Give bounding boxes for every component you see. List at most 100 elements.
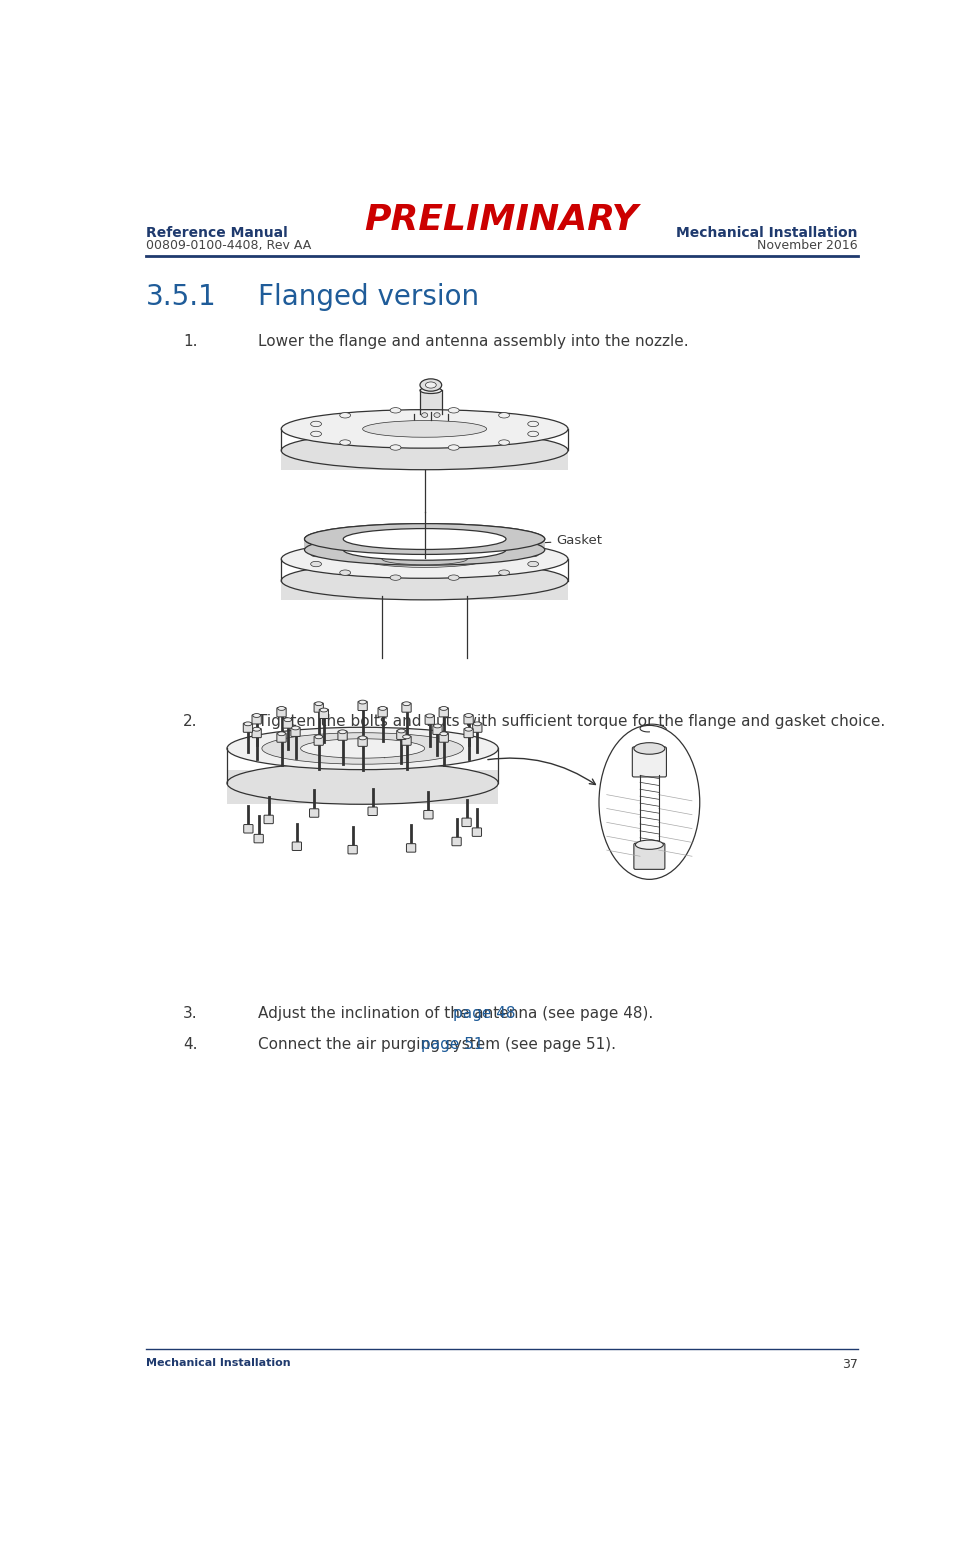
FancyBboxPatch shape	[358, 702, 367, 711]
FancyBboxPatch shape	[347, 845, 357, 854]
Ellipse shape	[340, 753, 384, 761]
Ellipse shape	[281, 410, 567, 449]
Ellipse shape	[310, 561, 321, 567]
Ellipse shape	[527, 551, 538, 558]
Text: Lower the flange and antenna assembly into the nozzle.: Lower the flange and antenna assembly in…	[258, 334, 688, 349]
FancyBboxPatch shape	[406, 843, 416, 853]
FancyBboxPatch shape	[283, 719, 292, 728]
Ellipse shape	[244, 722, 251, 725]
Ellipse shape	[389, 407, 401, 413]
Text: Tighten the bolts and nuts with sufficient torque for the flange and gasket choi: Tighten the bolts and nuts with sufficie…	[258, 714, 884, 728]
FancyBboxPatch shape	[462, 818, 470, 826]
Polygon shape	[281, 578, 567, 599]
Polygon shape	[281, 449, 567, 469]
FancyBboxPatch shape	[452, 837, 461, 846]
FancyBboxPatch shape	[243, 724, 252, 733]
FancyBboxPatch shape	[423, 811, 432, 818]
FancyBboxPatch shape	[438, 733, 448, 742]
Ellipse shape	[304, 534, 544, 565]
Ellipse shape	[362, 551, 486, 567]
Ellipse shape	[633, 742, 664, 755]
Text: November 2016: November 2016	[756, 239, 857, 252]
Ellipse shape	[291, 725, 299, 730]
Ellipse shape	[310, 551, 321, 558]
Ellipse shape	[498, 413, 509, 418]
FancyBboxPatch shape	[253, 834, 263, 843]
Ellipse shape	[498, 439, 509, 446]
Ellipse shape	[448, 444, 459, 450]
FancyBboxPatch shape	[432, 725, 442, 735]
Ellipse shape	[414, 410, 447, 418]
Ellipse shape	[425, 714, 433, 717]
Polygon shape	[340, 745, 384, 761]
Text: 3.5.1: 3.5.1	[146, 283, 216, 311]
Ellipse shape	[599, 725, 699, 879]
Ellipse shape	[635, 840, 663, 849]
FancyBboxPatch shape	[632, 747, 666, 776]
Ellipse shape	[310, 432, 321, 436]
Ellipse shape	[439, 707, 447, 710]
FancyBboxPatch shape	[368, 808, 377, 815]
FancyBboxPatch shape	[378, 708, 387, 717]
Ellipse shape	[281, 432, 567, 469]
Ellipse shape	[389, 575, 401, 581]
Ellipse shape	[339, 570, 350, 575]
Ellipse shape	[343, 528, 506, 550]
Ellipse shape	[420, 379, 441, 391]
Ellipse shape	[227, 727, 498, 770]
Text: PRELIMINARY: PRELIMINARY	[364, 203, 638, 238]
Ellipse shape	[300, 739, 424, 758]
Ellipse shape	[389, 537, 401, 544]
Polygon shape	[304, 539, 544, 550]
Ellipse shape	[315, 735, 323, 739]
Text: 37: 37	[841, 1359, 857, 1371]
FancyBboxPatch shape	[244, 825, 252, 832]
FancyBboxPatch shape	[424, 714, 434, 724]
Ellipse shape	[261, 733, 463, 764]
Text: Mechanical Installation: Mechanical Installation	[676, 227, 857, 241]
FancyBboxPatch shape	[291, 842, 301, 851]
Text: page 48: page 48	[453, 1006, 515, 1022]
Ellipse shape	[339, 413, 350, 418]
Ellipse shape	[465, 713, 472, 717]
FancyBboxPatch shape	[251, 728, 261, 738]
Ellipse shape	[433, 413, 440, 418]
Ellipse shape	[278, 731, 286, 736]
FancyBboxPatch shape	[472, 724, 481, 733]
FancyBboxPatch shape	[401, 736, 411, 745]
Ellipse shape	[358, 700, 366, 704]
Ellipse shape	[281, 540, 567, 578]
Polygon shape	[420, 393, 441, 416]
Ellipse shape	[358, 736, 366, 739]
Ellipse shape	[339, 439, 350, 446]
Ellipse shape	[278, 707, 286, 710]
FancyBboxPatch shape	[314, 736, 323, 745]
FancyBboxPatch shape	[251, 714, 261, 724]
Text: Mechanical Installation: Mechanical Installation	[146, 1359, 289, 1368]
Ellipse shape	[304, 523, 544, 554]
Ellipse shape	[281, 561, 567, 599]
Ellipse shape	[304, 523, 544, 554]
Ellipse shape	[343, 528, 506, 550]
Text: Gasket: Gasket	[543, 534, 601, 547]
Polygon shape	[414, 418, 447, 424]
Text: 2.: 2.	[183, 714, 198, 728]
Ellipse shape	[402, 735, 410, 739]
FancyBboxPatch shape	[309, 809, 319, 817]
FancyBboxPatch shape	[319, 710, 329, 719]
Text: 1.: 1.	[183, 334, 198, 349]
Ellipse shape	[465, 727, 472, 731]
Ellipse shape	[338, 730, 346, 733]
Ellipse shape	[343, 539, 506, 561]
FancyBboxPatch shape	[396, 730, 406, 739]
Ellipse shape	[362, 421, 486, 438]
Ellipse shape	[315, 702, 323, 705]
Ellipse shape	[422, 413, 427, 418]
FancyBboxPatch shape	[471, 828, 481, 837]
Ellipse shape	[448, 575, 459, 581]
Ellipse shape	[378, 707, 386, 710]
FancyBboxPatch shape	[337, 731, 347, 741]
FancyBboxPatch shape	[358, 738, 367, 747]
Ellipse shape	[420, 410, 441, 416]
Ellipse shape	[527, 421, 538, 427]
